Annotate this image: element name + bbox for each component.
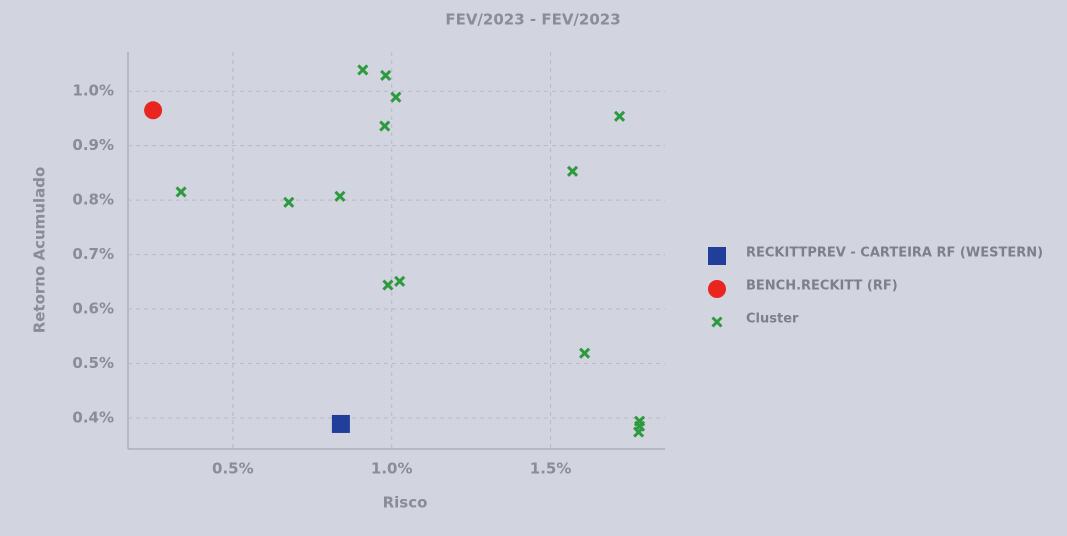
y-tick-label: 0.4% <box>72 408 114 426</box>
x-axis-label: Risco <box>383 494 428 512</box>
legend-label: Cluster <box>746 312 799 327</box>
point <box>175 186 187 198</box>
point <box>566 165 579 177</box>
point <box>357 64 369 76</box>
point <box>283 196 295 208</box>
point <box>380 69 392 81</box>
legend-label: BENCH.RECKITT (RF) <box>746 279 898 294</box>
x-tick-label: 1.0% <box>371 460 413 478</box>
point <box>379 120 391 132</box>
y-tick-label: 0.5% <box>72 354 114 372</box>
point <box>614 110 626 122</box>
point <box>708 280 726 298</box>
y-tick-label: 0.8% <box>72 191 114 209</box>
point <box>390 91 402 103</box>
point <box>633 426 645 438</box>
y-axis-label: Retorno Acumulado <box>31 167 49 334</box>
point <box>711 316 723 328</box>
point <box>708 247 726 265</box>
y-tick-label: 1.0% <box>72 82 114 100</box>
x-tick-label: 0.5% <box>212 460 254 478</box>
point <box>382 279 394 291</box>
point <box>579 347 591 359</box>
point <box>334 190 346 202</box>
y-tick-label: 0.6% <box>72 300 114 318</box>
legend-label: RECKITTPREV - CARTEIRA RF (WESTERN) <box>746 246 1043 261</box>
y-tick-label: 0.9% <box>72 136 114 154</box>
chart-title: FEV/2023 - FEV/2023 <box>445 11 620 29</box>
point <box>144 101 163 120</box>
point <box>331 414 350 433</box>
point <box>394 275 406 287</box>
y-tick-label: 0.7% <box>72 245 114 263</box>
x-tick-label: 1.5% <box>530 460 572 478</box>
